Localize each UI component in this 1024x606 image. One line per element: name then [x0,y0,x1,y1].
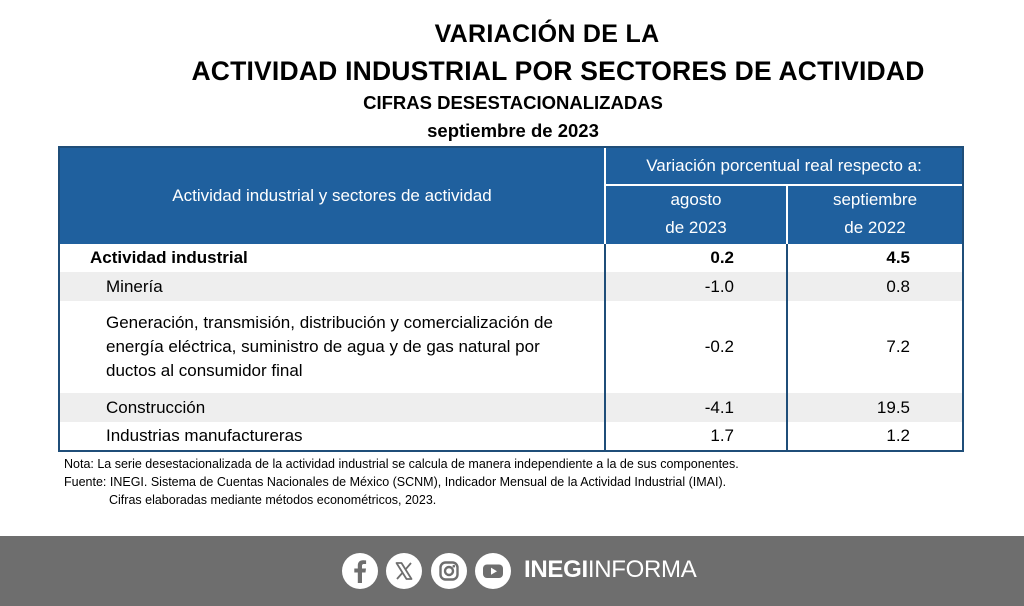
youtube-icon[interactable] [475,553,511,589]
title-line-2: ACTIVIDAD INDUSTRIAL POR SECTORES DE ACT… [191,56,925,86]
brand-wordmark: INEGIINFORMA [524,556,697,583]
title-line-1: VARIACIÓN DE LA [434,20,660,48]
period: septiembre de 2023 [427,120,599,141]
column-divider [786,244,788,450]
note-text: Nota: La serie desestacionalizada de la … [64,457,739,471]
source-text: Fuente: INEGI. Sistema de Cuentas Nacion… [64,475,727,489]
table-row: Generación, transmisión, distribución y … [60,301,962,393]
header-rule [606,184,962,186]
subtitle: CIFRAS DESESTACIONALIZADAS [363,92,663,113]
header-divider [786,186,788,244]
table-row: Construcción -4.1 19.5 [60,393,962,422]
data-table: Actividad industrial y sectores de activ… [58,146,964,452]
x-icon[interactable] [386,553,422,589]
facebook-icon[interactable] [342,553,378,589]
row-header: Actividad industrial y sectores de activ… [172,186,492,205]
column-divider [604,244,606,450]
table-header: Actividad industrial y sectores de activ… [60,148,962,244]
table-body: Actividad industrial 0.2 4.5 Minería -1.… [60,244,962,450]
methods-text: Cifras elaboradas mediante métodos econo… [109,493,437,507]
table-row: Industrias manufactureras 1.7 1.2 [106,426,910,445]
notes: Nota: La serie desestacionalizada de la … [64,455,739,509]
table-row: Actividad industrial 0.2 4.5 [90,248,910,267]
table-row: Minería -1.0 0.8 [60,272,962,301]
instagram-icon[interactable] [431,553,467,589]
col-header-agosto: agosto de 2023 [665,190,727,237]
row-label-multiline: Generación, transmisión, distribución y … [106,313,553,380]
header-divider [604,148,606,244]
footer-bar: INEGIINFORMA [0,536,1024,606]
group-header: Variación porcentual real respecto a: [646,156,922,175]
col-header-septiembre: septiembre de 2022 [832,190,918,237]
